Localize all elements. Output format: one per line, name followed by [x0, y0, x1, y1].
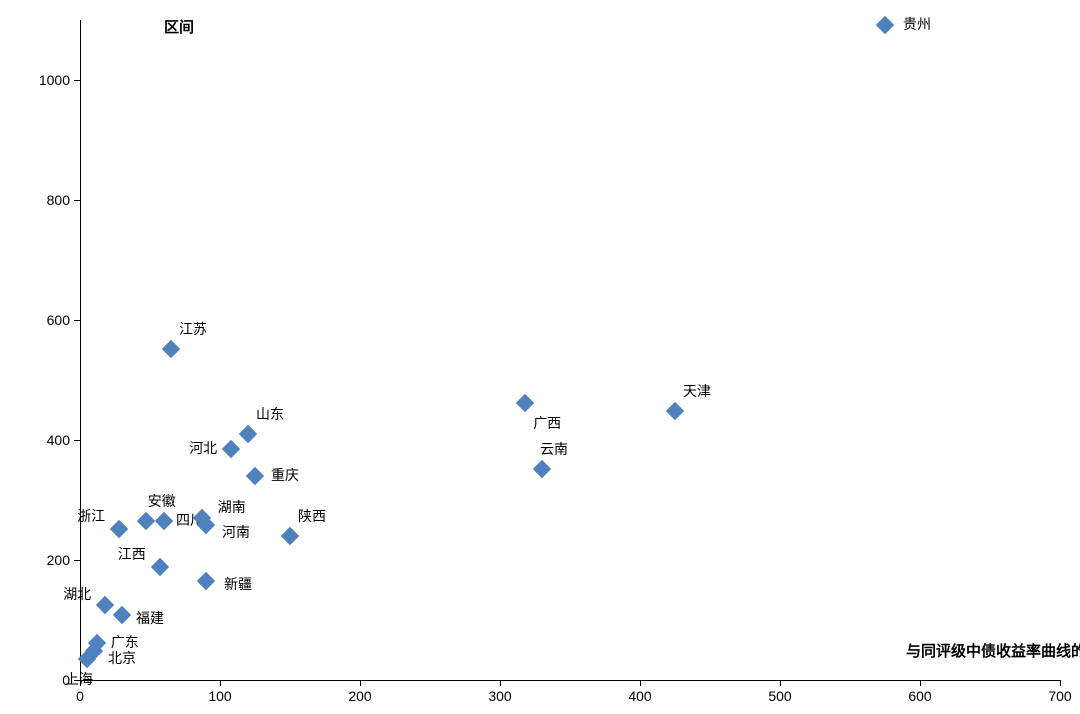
- scatter-label: 江西: [118, 544, 146, 564]
- scatter-marker: [110, 520, 128, 538]
- scatter-marker: [876, 16, 894, 34]
- x-tick-mark: [780, 680, 781, 686]
- scatter-marker: [151, 558, 169, 576]
- scatter-chart: 010020030040050060070002004006008001000区…: [0, 0, 1080, 714]
- x-tick-label: 500: [768, 688, 791, 704]
- scatter-label: 河北: [189, 438, 217, 458]
- y-tick-label: 600: [47, 312, 70, 328]
- scatter-label: 天津: [683, 381, 711, 401]
- scatter-label: 陕西: [298, 506, 326, 526]
- x-tick-mark: [360, 680, 361, 686]
- scatter-marker: [96, 596, 114, 614]
- scatter-marker: [239, 425, 257, 443]
- x-tick-label: 600: [908, 688, 931, 704]
- scatter-label: 河南: [222, 522, 250, 542]
- scatter-marker: [246, 467, 264, 485]
- x-tick-mark: [920, 680, 921, 686]
- scatter-marker: [197, 572, 215, 590]
- scatter-marker: [533, 460, 551, 478]
- y-tick-mark: [74, 200, 80, 201]
- scatter-marker: [666, 402, 684, 420]
- y-tick-mark: [74, 320, 80, 321]
- y-axis-title: 区间: [164, 16, 194, 37]
- x-tick-label: 300: [488, 688, 511, 704]
- y-tick-label: 200: [47, 552, 70, 568]
- x-tick-mark: [1060, 680, 1061, 686]
- scatter-label: 江苏: [179, 319, 207, 339]
- y-tick-label: 800: [47, 192, 70, 208]
- x-tick-label: 0: [76, 688, 84, 704]
- x-tick-mark: [640, 680, 641, 686]
- scatter-marker: [155, 512, 173, 530]
- x-tick-mark: [220, 680, 221, 686]
- y-tick-mark: [74, 560, 80, 561]
- scatter-marker: [222, 440, 240, 458]
- scatter-marker: [516, 394, 534, 412]
- x-tick-mark: [500, 680, 501, 686]
- scatter-label: 安徽: [148, 491, 176, 511]
- scatter-label: 湖北: [63, 584, 91, 604]
- x-axis-line: [80, 680, 1060, 681]
- scatter-marker: [137, 512, 155, 530]
- scatter-label: 浙江: [77, 506, 105, 526]
- scatter-label: 广东: [111, 632, 139, 652]
- y-tick-label: 400: [47, 432, 70, 448]
- scatter-label: 新疆: [224, 574, 252, 594]
- x-axis-title: 与同评级中债收益率曲线的利差: [906, 640, 1080, 661]
- scatter-label: 上海: [65, 669, 93, 689]
- x-tick-label: 100: [208, 688, 231, 704]
- scatter-marker: [281, 527, 299, 545]
- scatter-label: 贵州: [903, 14, 931, 34]
- y-axis-line: [80, 20, 81, 680]
- y-tick-mark: [74, 80, 80, 81]
- y-tick-label: 1000: [39, 72, 70, 88]
- x-tick-label: 200: [348, 688, 371, 704]
- scatter-label: 山东: [256, 404, 284, 424]
- x-tick-label: 400: [628, 688, 651, 704]
- scatter-label: 福建: [136, 608, 164, 628]
- x-tick-label: 700: [1048, 688, 1071, 704]
- y-tick-mark: [74, 440, 80, 441]
- scatter-label: 重庆: [271, 465, 299, 485]
- scatter-marker: [113, 606, 131, 624]
- scatter-label: 湖南: [218, 497, 246, 517]
- scatter-label: 云南: [540, 439, 568, 459]
- scatter-label: 广西: [533, 413, 561, 433]
- scatter-marker: [162, 340, 180, 358]
